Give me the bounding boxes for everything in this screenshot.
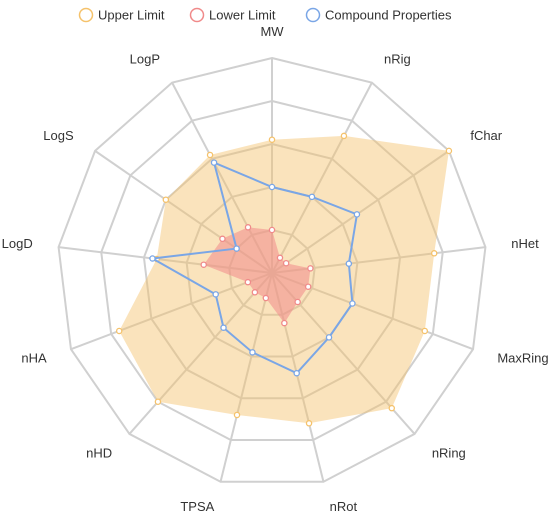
grid-ring-3 — [142, 142, 402, 400]
point-compound-properties-TPSA — [249, 349, 256, 356]
point-upper-limit-MaxRing — [421, 327, 429, 335]
axis-labels: MW nRig fChar nHet MaxRing nRing nRot TPSA nHD nH… — [2, 24, 549, 513]
grid-ring-5 — [57, 56, 487, 483]
axis-label-nHD: nHD — [86, 445, 112, 460]
point-lower-limit-TPSA — [262, 294, 270, 302]
series-area-compound-properties — [149, 160, 359, 375]
legend-label-compound-properties: Compound Properties — [325, 8, 452, 23]
axis-label-LogP: LogP — [130, 52, 160, 67]
point-upper-limit-MW — [268, 136, 276, 143]
spoke-fChar — [271, 150, 450, 274]
axis-label-MW: MW — [260, 24, 284, 39]
axis-label-nRot: nRot — [330, 499, 358, 513]
axis-label-MaxRing: MaxRing — [497, 350, 548, 365]
point-compound-properties-LogD — [149, 255, 156, 262]
axis-label-LogS: LogS — [43, 128, 74, 143]
point-lower-limit-fChar — [282, 259, 290, 267]
axis-label-LogD: LogD — [2, 236, 33, 251]
point-lower-limit-MW — [268, 226, 276, 234]
series-layer — [115, 132, 453, 427]
point-lower-limit-nRot — [281, 319, 288, 327]
legend-swatch-lower-limit — [189, 7, 205, 23]
point-compound-properties-LogP — [210, 159, 218, 166]
point-upper-limit-nHD — [154, 398, 162, 405]
legend: Upper Limit Lower Limit Compound Propertie… — [78, 7, 452, 23]
legend-swatch-compound-properties — [305, 7, 321, 23]
axis-label-nRing: nRing — [432, 445, 466, 460]
legend-label-upper-limit: Upper Limit — [98, 8, 165, 23]
spoke-nHA — [70, 272, 273, 351]
grid-ring-2 — [185, 185, 359, 358]
legend-label-lower-limit: Lower Limit — [209, 8, 276, 23]
point-lower-limit-nRing — [294, 298, 301, 306]
point-compound-properties-fChar — [353, 211, 361, 218]
point-upper-limit-LogS — [162, 196, 170, 203]
point-upper-limit-nRing — [388, 404, 396, 412]
legend-swatch-upper-limit — [78, 7, 94, 23]
point-lower-limit-LogP — [244, 224, 252, 231]
grid-ring-4 — [100, 99, 444, 442]
point-upper-limit-nRig — [340, 132, 348, 140]
point-compound-properties-MaxRing — [349, 300, 356, 307]
point-upper-limit-LogP — [206, 151, 214, 159]
series-area-lower-limit — [203, 227, 311, 324]
point-compound-properties-nHA — [212, 291, 219, 298]
axis-label-nHet: nHet — [511, 236, 539, 251]
point-compound-properties-nRing — [325, 334, 333, 341]
point-lower-limit-nHD — [251, 289, 259, 296]
point-compound-properties-nHD — [220, 324, 227, 331]
point-lower-limit-nRig — [276, 254, 284, 262]
axis-label-nHA: nHA — [21, 350, 47, 365]
point-lower-limit-MaxRing — [304, 283, 312, 290]
point-compound-properties-LogS — [233, 245, 240, 252]
point-lower-limit-nHA — [244, 278, 252, 286]
point-lower-limit-nHet — [307, 265, 314, 272]
point-upper-limit-TPSA — [233, 411, 241, 419]
point-compound-properties-nRig — [308, 193, 316, 201]
axis-label-fChar: fChar — [470, 128, 502, 143]
point-upper-limit-nRot — [305, 420, 313, 427]
point-compound-properties-nRot — [293, 369, 300, 377]
point-compound-properties-MW — [268, 183, 276, 191]
point-upper-limit-fChar — [445, 147, 453, 155]
point-lower-limit-LogD — [200, 261, 207, 268]
spoke-nHD — [128, 272, 273, 435]
point-lower-limit-LogS — [219, 235, 226, 243]
spoke-TPSA — [219, 272, 273, 482]
axis-label-nRig: nRig — [384, 52, 411, 67]
spoke-nRig — [271, 82, 373, 274]
point-upper-limit-nHA — [115, 327, 123, 335]
axis-label-TPSA: TPSA — [180, 499, 214, 513]
point-compound-properties-nHet — [345, 260, 353, 267]
point-upper-limit-nHet — [430, 250, 438, 257]
